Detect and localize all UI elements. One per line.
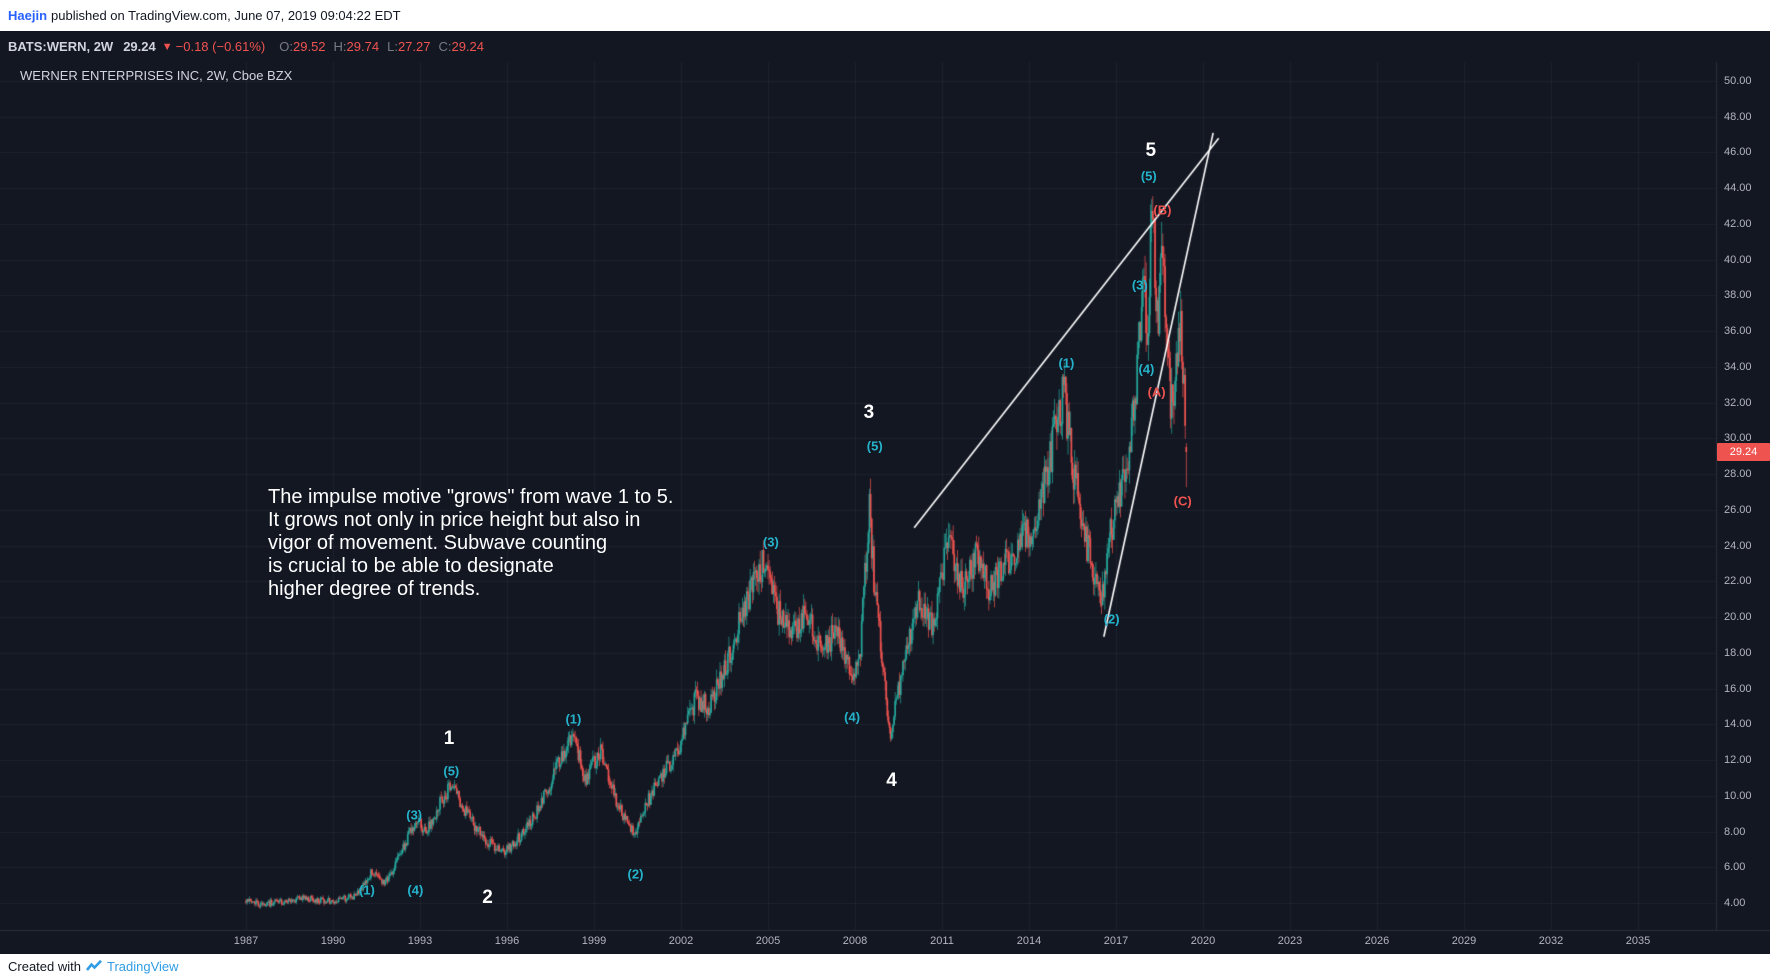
tradingview-wordmark: TradingView	[106, 958, 179, 974]
open-label: O:	[279, 39, 293, 54]
time-axis-label: 2017	[1103, 935, 1129, 947]
close-label: C:	[438, 39, 452, 54]
symbol-interval-label: BATS:WERN, 2W	[8, 39, 114, 54]
price-axis-label: 22.00	[1724, 575, 1752, 588]
price-axis-label: 16.00	[1724, 682, 1752, 695]
time-axis-label: 2002	[668, 935, 694, 947]
time-axis[interactable]: 1987 1990 1993 1996 1999 2002 2005 2008 2011 2014…	[0, 932, 1716, 954]
high-label: H:	[333, 39, 347, 54]
time-axis-label: 2014	[1016, 935, 1042, 947]
time-axis-label: 1987	[233, 935, 259, 947]
publish-bar: Haejin published on TradingView.com, Jun…	[0, 0, 1770, 31]
last-price-tag: 29.24	[1717, 442, 1770, 461]
price-down-triangle-icon: ▼	[161, 40, 173, 53]
publish-info-text: published on TradingView.com, June 07, 2…	[51, 8, 401, 23]
last-price-value: 29.24	[123, 39, 156, 54]
price-axis-label: 20.00	[1724, 611, 1752, 624]
price-axis-label: 12.00	[1724, 754, 1752, 767]
price-axis-label: 10.00	[1724, 789, 1752, 802]
author-link[interactable]: Haejin	[8, 8, 48, 23]
open-value: 29.52	[293, 39, 326, 54]
chart-title: WERNER ENTERPRISES INC, 2W, Cboe BZX	[20, 68, 293, 83]
price-axis-label: 24.00	[1724, 539, 1752, 552]
time-axis-label: 2008	[842, 935, 868, 947]
price-axis-label: 40.00	[1724, 253, 1752, 266]
price-axis-label: 38.00	[1724, 289, 1752, 302]
time-axis-label: 2035	[1625, 935, 1651, 947]
price-axis-label: 4.00	[1724, 897, 1746, 909]
price-axis-label: 30.00	[1724, 432, 1752, 445]
time-axis-label: 2011	[930, 935, 954, 947]
price-axis-label: 34.00	[1724, 360, 1752, 373]
price-axis-label: 14.00	[1724, 718, 1752, 731]
price-axis-label: 8.00	[1724, 825, 1746, 838]
price-change-value: −0.18 (−0.61%)	[175, 39, 266, 54]
price-axis-label: 44.00	[1724, 182, 1752, 195]
wave-annotation-text: The impulse motive "grows" from wave 1 t…	[268, 486, 674, 600]
price-axis-label: 50.00	[1724, 75, 1752, 87]
price-axis[interactable]: 4.00 6.00 8.00 10.00 12.00 14.00 16.00 18.00 20.…	[1717, 0, 1770, 954]
time-axis-label: 1999	[581, 935, 607, 947]
ticker-bar: BATS:WERN, 2W 29.24 ▼ −0.18 (−0.61%) O: …	[0, 31, 1770, 62]
time-axis-label: 1996	[494, 935, 520, 947]
time-axis-label: 2026	[1364, 935, 1390, 947]
time-axis-label: 1993	[407, 935, 433, 947]
price-axis-label: 46.00	[1724, 146, 1752, 159]
price-axis-label: 26.00	[1724, 503, 1752, 516]
low-label: L:	[387, 39, 398, 54]
tradingview-link[interactable]: TradingView	[85, 958, 179, 974]
time-axis-label: 2020	[1190, 935, 1216, 947]
footer-bar: Created with TradingView	[0, 954, 1770, 978]
price-axis-label: 48.00	[1724, 110, 1752, 123]
time-axis-label: 2029	[1451, 935, 1477, 947]
close-value: 29.24	[451, 39, 485, 54]
time-axis-label: 2023	[1277, 935, 1303, 947]
created-with-label: Created with	[8, 958, 81, 974]
tradingview-logo-icon	[85, 959, 102, 971]
price-axis-label: 36.00	[1724, 325, 1752, 338]
price-axis-label: 42.00	[1724, 217, 1752, 230]
high-value: 29.74	[346, 39, 380, 54]
price-axis-label: 6.00	[1724, 861, 1746, 874]
time-axis-label: 1990	[320, 935, 346, 947]
time-axis-label: 2005	[755, 935, 781, 947]
price-axis-label: 32.00	[1724, 396, 1752, 409]
low-value: 27.27	[397, 39, 431, 54]
time-axis-label: 2032	[1538, 935, 1564, 947]
price-axis-label: 18.00	[1724, 646, 1752, 659]
price-axis-label: 28.00	[1724, 468, 1752, 481]
